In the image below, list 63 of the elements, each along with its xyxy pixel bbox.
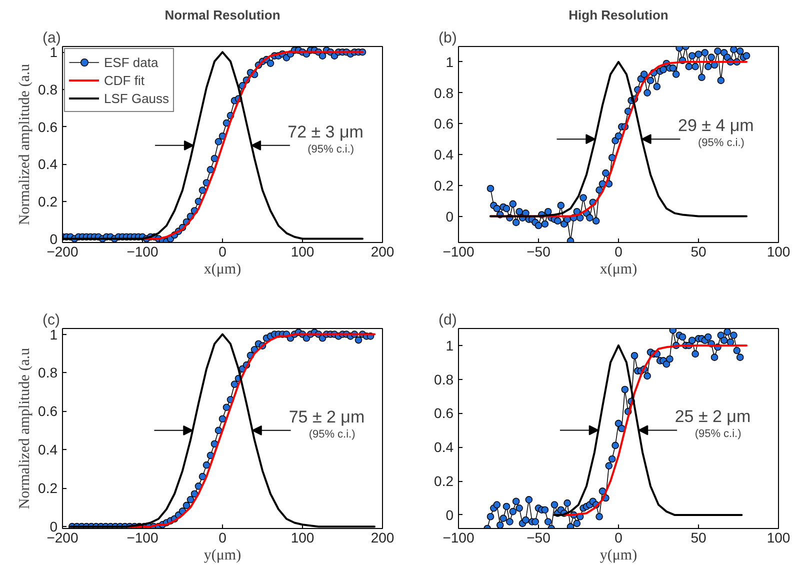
x-tick-label: 0 bbox=[614, 530, 623, 546]
annotation: (95% c.i.) bbox=[308, 428, 356, 440]
annotation: (95% c.i.) bbox=[694, 428, 742, 440]
x-tick-label: −50 bbox=[526, 530, 551, 546]
annotation: 29 ± 4 μm bbox=[678, 116, 754, 136]
annotation: (95% c.i.) bbox=[698, 137, 744, 150]
y-tick-label: 0 bbox=[446, 506, 454, 523]
x-tick-label: 50 bbox=[690, 530, 706, 546]
y-tick-label: 0.2 bbox=[38, 480, 58, 496]
y-tick-label: 0.8 bbox=[434, 371, 454, 388]
x-tick-label: 100 bbox=[290, 530, 314, 546]
y-tick-label: 0.6 bbox=[38, 403, 58, 420]
x-tick-label: 200 bbox=[370, 244, 394, 260]
x-axis-title: x(μm) bbox=[204, 262, 242, 278]
y-tick-label: 0.8 bbox=[38, 81, 58, 98]
x-tick-label: 0 bbox=[614, 244, 623, 260]
x-tick-label: 200 bbox=[370, 530, 394, 546]
y-tick-label: 0.2 bbox=[434, 177, 454, 194]
x-axis-title: y(μm) bbox=[204, 548, 242, 564]
y-tick-label: 1 bbox=[446, 54, 454, 70]
y-tick-label: 1 bbox=[50, 326, 58, 342]
text: (d) bbox=[438, 312, 457, 328]
y-tick-label: 0.8 bbox=[434, 84, 454, 101]
y-tick-label: 0.8 bbox=[38, 364, 58, 381]
x-tick-label: −50 bbox=[526, 244, 551, 260]
x-tick-label: 100 bbox=[766, 530, 790, 546]
x-tick-label: −100 bbox=[442, 530, 474, 546]
annotation: 72 ± 3 μm bbox=[288, 122, 364, 142]
x-tick-label: 0 bbox=[218, 244, 227, 260]
legend-label: ESF data bbox=[104, 54, 158, 71]
x-tick-label: 50 bbox=[690, 244, 706, 260]
text: (b) bbox=[438, 30, 457, 46]
y-tick-label: 0.2 bbox=[38, 193, 58, 210]
chart-title: Normal Resolution bbox=[164, 8, 280, 22]
x-tick-label: 0 bbox=[218, 530, 227, 546]
text: (a) bbox=[42, 30, 61, 46]
y-tick-label: 0.6 bbox=[434, 116, 454, 132]
y-tick-label: 1 bbox=[446, 337, 454, 354]
text: (c) bbox=[42, 312, 60, 328]
x-tick-label: −100 bbox=[126, 530, 158, 546]
legend-label: CDF fit bbox=[104, 72, 144, 89]
x-tick-label: −100 bbox=[442, 244, 474, 260]
y-tick-label: 0.4 bbox=[434, 439, 454, 456]
y-tick-label: 1 bbox=[50, 44, 58, 60]
x-tick-label: 100 bbox=[766, 244, 790, 260]
legend-label: LSF Gauss bbox=[104, 90, 170, 107]
y-tick-label: 0.6 bbox=[434, 405, 454, 422]
annotation: (95% c.i.) bbox=[308, 143, 354, 156]
x-tick-label: 100 bbox=[290, 244, 314, 260]
x-axis-title: y(μm) bbox=[600, 548, 638, 564]
y-axis-title: Normalized amplitude (a.u bbox=[17, 347, 34, 510]
x-axis-title: x(μm) bbox=[600, 262, 638, 278]
y-tick-label: 0.4 bbox=[38, 442, 58, 458]
annotation: 25 ± 2 μm bbox=[674, 407, 751, 426]
y-tick-label: 0 bbox=[446, 208, 454, 224]
annotation: 75 ± 2 μm bbox=[288, 407, 365, 426]
chart-title: High Resolution bbox=[568, 8, 668, 22]
x-tick-label: −100 bbox=[126, 244, 158, 260]
y-tick-label: 0.4 bbox=[38, 156, 58, 172]
y-axis-title: Normalized amplitude (a.u bbox=[17, 63, 34, 226]
y-tick-label: 0.6 bbox=[38, 118, 58, 135]
y-tick-label: 0.4 bbox=[434, 146, 454, 163]
y-tick-label: 0.2 bbox=[434, 473, 454, 490]
